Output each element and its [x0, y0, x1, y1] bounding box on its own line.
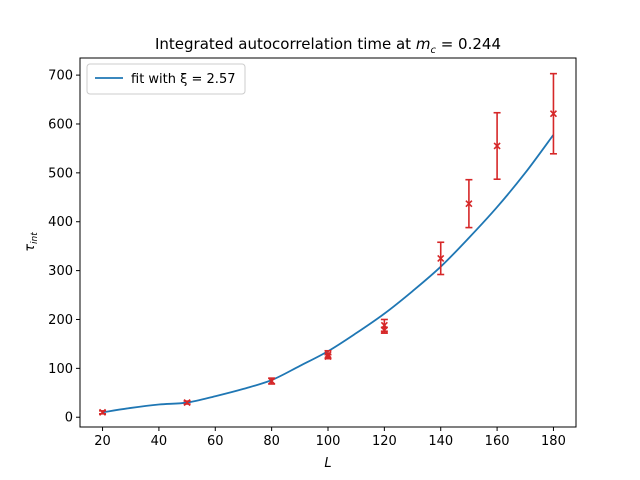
x-tick-label: 140	[428, 434, 453, 449]
data-point	[183, 398, 191, 407]
data-point	[465, 178, 473, 229]
x-tick-label: 160	[485, 434, 510, 449]
y-tick-label: 700	[48, 69, 73, 84]
legend: fit with ξ = 2.57	[86, 63, 246, 95]
fit-curve	[102, 134, 555, 414]
y-tick-label: 500	[48, 166, 73, 181]
data-point	[324, 353, 332, 361]
data-point	[380, 326, 388, 334]
data-point	[437, 241, 445, 276]
x-tick-label: 60	[207, 434, 224, 449]
data-point	[549, 72, 558, 155]
x-marker-stroke	[493, 142, 501, 150]
x-marker-stroke	[549, 110, 558, 118]
y-tick-label: 400	[48, 215, 73, 230]
x-tick-label: 120	[372, 434, 397, 449]
x-marker-stroke	[437, 254, 445, 262]
y-tick-label: 200	[48, 313, 73, 328]
x-tick-label: 20	[94, 434, 111, 449]
data-point	[98, 408, 107, 416]
x-tick-label: 80	[263, 434, 280, 449]
chart-title: Integrated autocorrelation time at mc = …	[155, 35, 501, 56]
data-point	[493, 111, 501, 181]
x-tick-label: 180	[541, 434, 566, 449]
y-tick-label: 600	[48, 117, 73, 132]
x-axis-label: L	[324, 456, 331, 471]
y-tick-label: 100	[48, 362, 73, 377]
x-tick-label: 40	[151, 434, 168, 449]
y-tick-label: 300	[48, 264, 73, 279]
x-marker-stroke	[268, 377, 276, 385]
y-tick-label: 0	[65, 411, 73, 426]
x-marker-stroke	[380, 326, 388, 334]
x-marker-stroke	[465, 200, 473, 208]
x-tick-label: 100	[316, 434, 341, 449]
y-axis-label: τint	[23, 232, 40, 252]
legend-entry-fit: fit with ξ = 2.57	[131, 72, 235, 87]
x-marker-stroke	[324, 353, 332, 361]
x-marker-stroke	[183, 398, 191, 407]
x-marker-stroke	[98, 408, 107, 416]
data-point	[268, 377, 276, 385]
legend-frame	[86, 63, 246, 95]
plot-frame	[79, 57, 577, 428]
